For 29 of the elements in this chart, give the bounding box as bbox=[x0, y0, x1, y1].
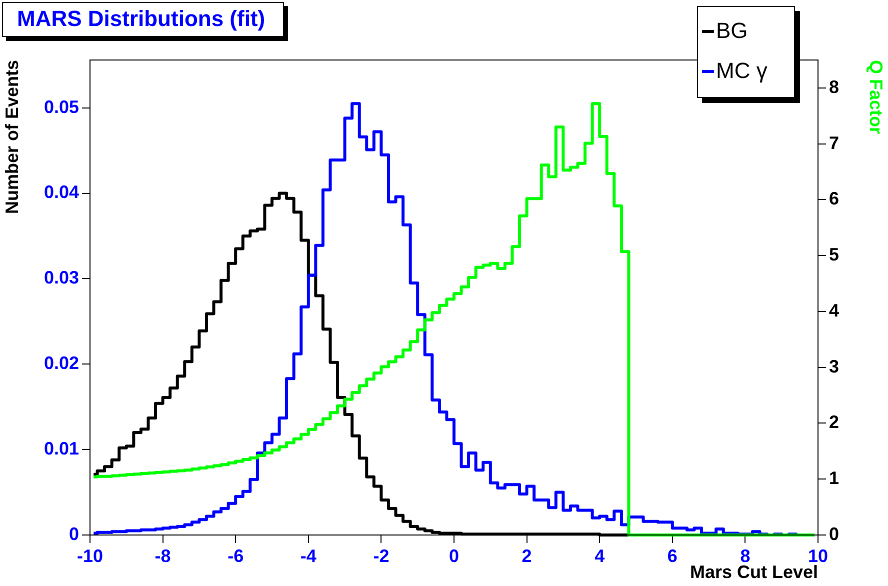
y2-tick-label: 2 bbox=[829, 412, 840, 432]
y2-tick-label: 5 bbox=[829, 244, 840, 265]
legend-label: MC γ bbox=[716, 58, 768, 84]
x-tick-label: 4 bbox=[594, 546, 605, 566]
x-tick-label: -6 bbox=[228, 546, 244, 566]
y2-tick-label: 0 bbox=[829, 524, 840, 544]
x-tick-label: -8 bbox=[154, 546, 171, 566]
y-tick-label: 0.02 bbox=[44, 353, 79, 374]
y2-tick-label: 7 bbox=[829, 132, 840, 153]
x-tick-label: -4 bbox=[300, 546, 316, 566]
y-tick-label: 0.04 bbox=[44, 182, 79, 202]
x-tick-label: -2 bbox=[373, 546, 390, 566]
y2-axis-title: Q Factor bbox=[866, 60, 886, 134]
x-tick-label: 6 bbox=[667, 546, 678, 566]
x-tick-label: 0 bbox=[448, 546, 460, 566]
y2-tick-label: 8 bbox=[829, 76, 840, 97]
legend-label: BG bbox=[716, 18, 748, 44]
y-tick-label: 0.03 bbox=[44, 268, 79, 288]
x-tick-label: 2 bbox=[522, 546, 532, 566]
y-tick-label: 0.01 bbox=[44, 438, 79, 459]
x-tick-label: -10 bbox=[76, 546, 104, 566]
y2-tick-label: 6 bbox=[829, 188, 840, 209]
y-axis-title: Number of Events bbox=[2, 60, 22, 214]
y-tick-label: 0 bbox=[68, 524, 79, 544]
chart-title: MARS Distributions (fit) bbox=[2, 2, 284, 37]
y2-tick-label: 4 bbox=[829, 300, 840, 320]
y2-tick-label: 1 bbox=[829, 468, 840, 488]
y-tick-label: 0.05 bbox=[44, 96, 79, 117]
y2-tick-label: 3 bbox=[829, 356, 840, 376]
